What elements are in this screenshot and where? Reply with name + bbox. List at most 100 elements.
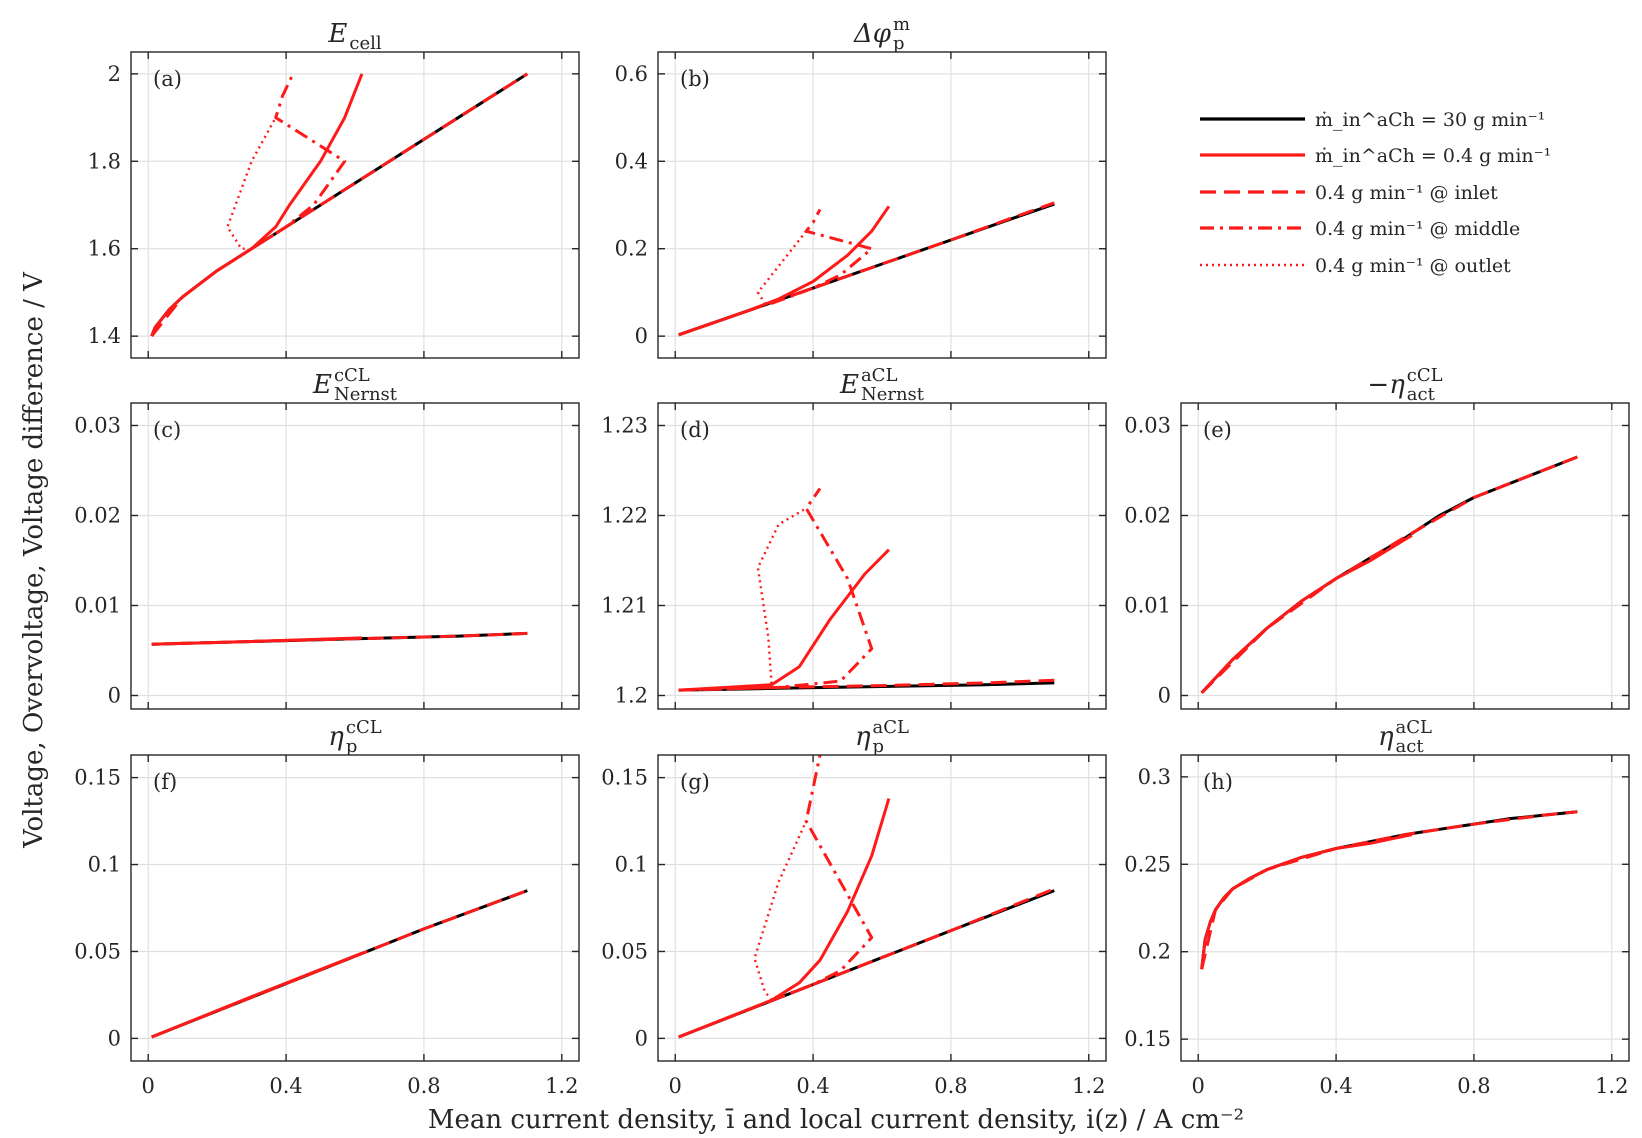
series-line-30-g-min: [1200, 455, 1578, 694]
plot-frame: [657, 51, 1107, 359]
plot-frame: [130, 402, 580, 710]
series-line-middle: [771, 208, 874, 305]
series-line-0-4-g-min: [678, 798, 891, 1039]
y-tick-label: 1.4: [88, 324, 121, 348]
x-tick-label: 0.4: [1319, 1074, 1352, 1098]
series-line-outlet: [678, 507, 807, 692]
panel-b: 0 0.2 0.4 0.6 (b) Δφ mp: [615, 14, 1107, 359]
series-line-0-4-g-min: [1200, 833, 1413, 970]
panel-title-sup: m: [893, 14, 910, 35]
panel-title-sub: cell: [349, 33, 381, 54]
x-tick-label: 1.2: [1595, 1074, 1628, 1098]
series-line-inlet: [1200, 810, 1578, 970]
y-tick-label: 1.6: [88, 237, 121, 261]
panel-title-sup: aCL: [1396, 717, 1433, 738]
panel-letter: (d): [680, 418, 710, 442]
series-line-outlet: [753, 820, 808, 1001]
panel-letter: (h): [1203, 770, 1233, 794]
series-line-0-4-g-min: [150, 73, 364, 337]
y-tick-label: 0.01: [74, 594, 121, 618]
y-tick-label: 0.03: [74, 414, 121, 438]
y-tick-label: 0: [1158, 684, 1171, 708]
series-line-0-4-g-min: [1200, 534, 1413, 694]
panel-title-sub: act: [1407, 384, 1436, 405]
series-line-middle: [771, 755, 874, 1002]
y-tick-label: 1.8: [88, 149, 121, 173]
plot-frame: [130, 754, 580, 1062]
panel-title-main: E: [327, 19, 347, 49]
series-group: [1200, 810, 1578, 970]
y-tick-label: 1.23: [601, 414, 648, 438]
panel-a: 1.4 1.6 1.8 2 (a) E cell: [88, 19, 580, 359]
series-line-middle: [678, 487, 874, 692]
series-line-inlet: [151, 631, 528, 646]
y-tick-label: 0.02: [1124, 504, 1171, 528]
panel-title-sub: Nernst: [861, 384, 925, 405]
panel-title-sub: p: [346, 736, 358, 757]
y-tick-label: 0: [635, 324, 648, 348]
x-tick-label: 0: [669, 1074, 682, 1098]
series-line-0-4-g-min: [678, 548, 890, 692]
series-line-outlet: [756, 230, 808, 305]
series-line-inlet: [1200, 455, 1578, 694]
y-tick-label: 0.01: [1124, 594, 1171, 618]
plot-frame: [130, 51, 580, 359]
series-group: [151, 889, 528, 1039]
plot-frame: [657, 402, 1107, 710]
series-line-inlet: [151, 889, 528, 1039]
y-tick-label: 0: [108, 1026, 121, 1050]
y-axis-label: Voltage, Overvoltage, Voltage difference…: [19, 271, 49, 849]
y-tick-label: 0.2: [615, 237, 648, 261]
x-axis-label: Mean current density, ī and local curren…: [428, 1105, 1244, 1135]
series-group: [678, 755, 1055, 1039]
legend-label-3: 0.4 g min⁻¹ @ middle: [1315, 218, 1520, 240]
panel-title-sub: p: [873, 736, 885, 757]
y-tick-label: 0: [108, 684, 121, 708]
y-tick-label: 2: [108, 62, 121, 86]
legend-label-1: ṁ_in^aCh = 0.4 g min⁻¹: [1315, 145, 1551, 167]
panel-title-sup: cCL: [334, 365, 370, 386]
x-tick-label: 1.2: [545, 1074, 578, 1098]
x-tick-label: 0.4: [269, 1074, 302, 1098]
y-tick-label: 0.15: [601, 766, 648, 790]
series-group: [678, 201, 1055, 337]
y-tick-label: 1.21: [601, 594, 648, 618]
panel-title-main: E: [839, 370, 859, 400]
y-tick-label: 0.05: [74, 939, 121, 963]
panel-letter: (e): [1203, 418, 1232, 442]
y-tick-label: 0.15: [1124, 1027, 1171, 1051]
x-tick-label: 0.8: [1457, 1074, 1490, 1098]
panel-title-main: η: [328, 722, 344, 752]
panel-letter: (g): [680, 770, 710, 794]
x-tick-label: 0.8: [407, 1074, 440, 1098]
series-line-0-4-g-min: [678, 205, 891, 337]
y-tick-label: 0.4: [615, 149, 648, 173]
panel-title-sup: aCL: [861, 365, 898, 386]
panel-title-sub: p: [893, 33, 905, 54]
panel-title-sub: act: [1396, 736, 1425, 757]
legend-label-0: ṁ_in^aCh = 30 g min⁻¹: [1315, 109, 1545, 131]
x-tick-label: 0.8: [934, 1074, 967, 1098]
panel-title-main: −η: [1367, 370, 1405, 400]
y-tick-label: 0.25: [1124, 852, 1171, 876]
panel-letter: (b): [680, 67, 710, 91]
legend-label-2: 0.4 g min⁻¹ @ inlet: [1315, 182, 1498, 204]
series-line-inlet: [678, 201, 1055, 337]
y-tick-label: 0.3: [1138, 765, 1171, 789]
y-tick-label: 0.2: [1138, 940, 1171, 964]
series-line-outlet: [226, 117, 277, 250]
x-tick-label: 1.2: [1072, 1074, 1105, 1098]
panel-title: Δφ mp: [853, 14, 910, 54]
panel-title-sup: aCL: [873, 717, 910, 738]
